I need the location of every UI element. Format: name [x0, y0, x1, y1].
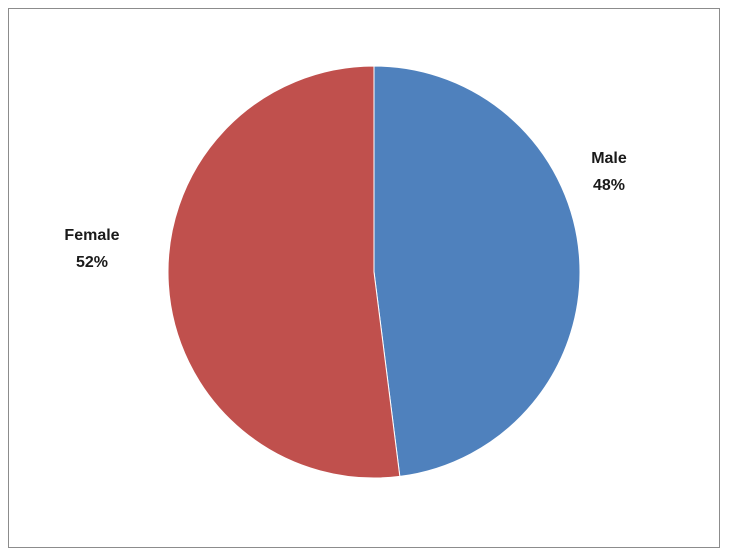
- female-name-label: Female: [64, 227, 119, 244]
- female-percent-label: 52%: [76, 254, 108, 271]
- male-percent-label: 48%: [593, 177, 625, 194]
- pie-slice-male: [373, 65, 581, 477]
- male-name-label: Male: [591, 150, 627, 167]
- pie-slices: [167, 65, 581, 479]
- pie-slice-female: [167, 65, 401, 479]
